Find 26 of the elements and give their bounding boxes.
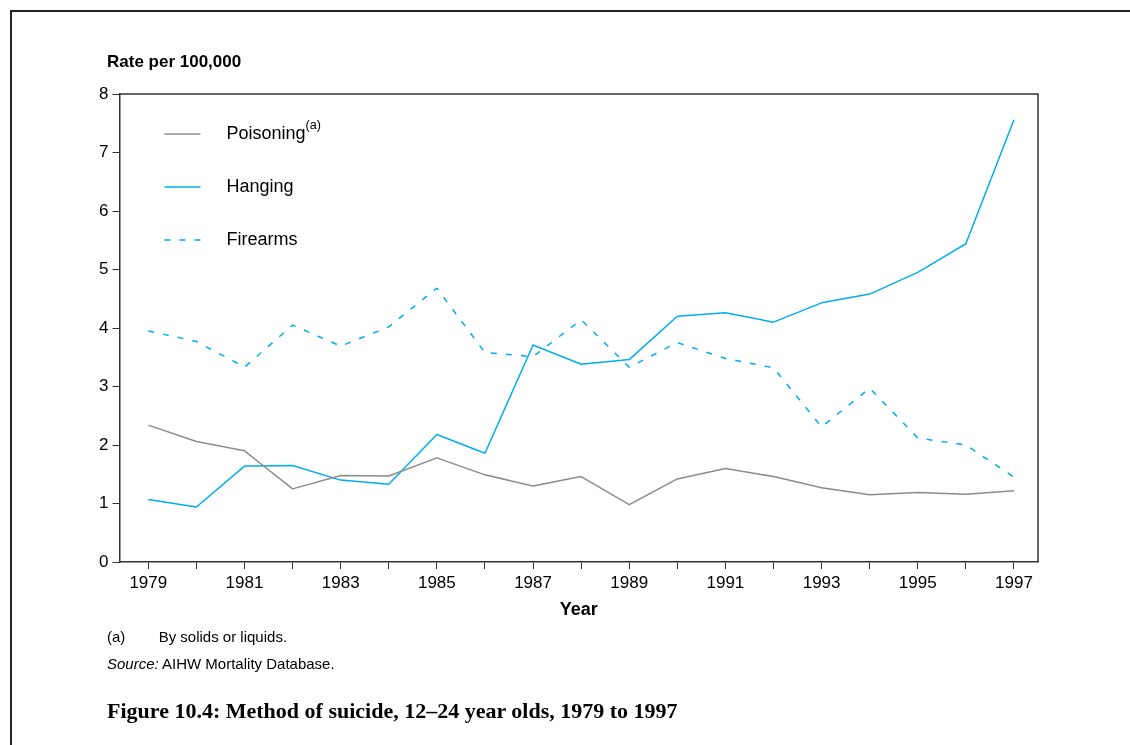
y-tick-label: 7 [98, 142, 109, 162]
x-tick-label: 1997 [995, 572, 1033, 592]
source-note: Source: AIHW Mortality Database. [107, 655, 335, 672]
x-tick-label: 1993 [802, 572, 841, 592]
y-tick-label: 4 [98, 317, 109, 337]
text: Figure 10.4: Method of suicide, 12–24 year olds, 1979 to 1997 [107, 698, 678, 724]
x-axis-title: Year [559, 599, 598, 620]
x-tick-label: 1995 [898, 572, 937, 592]
x-tick-label: 1979 [129, 572, 168, 592]
text: (a) By solids or liquids. [107, 628, 288, 645]
x-tick-label: 1991 [706, 572, 745, 592]
x-tick-label: 1983 [321, 572, 360, 592]
legend-label: Hanging [226, 175, 294, 196]
x-tick-label: 1987 [514, 572, 552, 592]
y-tick-label: 3 [98, 376, 109, 396]
y-tick-label: 5 [98, 259, 109, 279]
x-tick-label: 1989 [610, 572, 649, 592]
y-tick-label: 0 [98, 551, 109, 571]
y-tick-label: 2 [98, 434, 109, 454]
x-tick-label: 1981 [225, 572, 264, 592]
x-tick-label: 1985 [417, 572, 456, 592]
y-axis-title: Rate per 100,000 [107, 52, 242, 72]
y-tick-label: 1 [98, 493, 109, 513]
legend-label: Firearms [226, 228, 298, 249]
y-tick-label: 6 [98, 200, 109, 220]
y-tick-label: 8 [98, 83, 109, 103]
